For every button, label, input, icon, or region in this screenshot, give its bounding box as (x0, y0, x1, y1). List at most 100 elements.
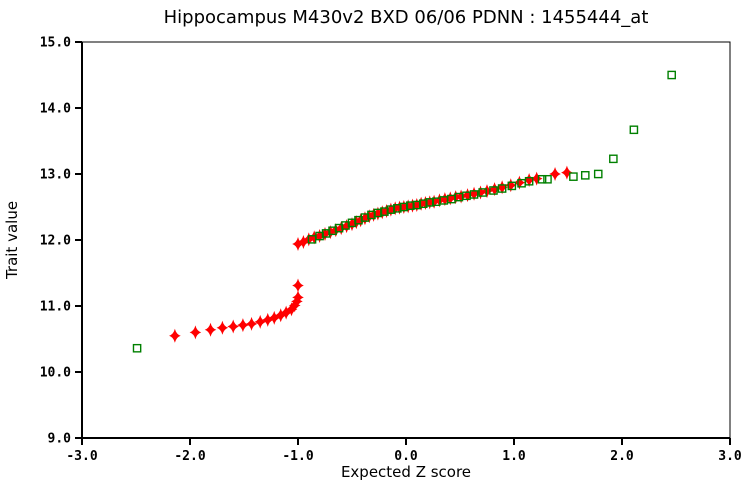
green-square-point (354, 215, 363, 225)
red-diamond-point (444, 191, 457, 206)
red-diamond-point (393, 200, 406, 215)
green-square-point (609, 154, 618, 164)
red-diamond-point (419, 196, 432, 211)
green-square-point (132, 343, 142, 353)
x-tick-label: 0.0 (394, 449, 418, 464)
red-diamond-point (496, 180, 508, 195)
red-diamond-point (415, 196, 427, 211)
red-diamond-point (268, 310, 281, 325)
red-diamond-point (389, 201, 401, 216)
red-diamond-point (324, 225, 337, 240)
axis-ticks: -3.0 -2.0 -1.0 0.0 1.0 2.0 3.0 9.0 10.0 11.0 12.0 1… (40, 36, 742, 465)
red-diamond-point (439, 192, 451, 207)
red-diamond-point (380, 203, 393, 218)
x-tick-label: 2.0 (610, 449, 634, 464)
red-diamond-point (335, 221, 347, 236)
red-diamond-point (461, 188, 474, 203)
red-diamond-point (285, 302, 298, 317)
x-tick-label: -1.0 (282, 449, 313, 464)
y-tick-label: 11.0 (40, 300, 71, 315)
green-square-point (524, 176, 534, 186)
red-diamond-point (359, 211, 371, 226)
red-diamond-point (346, 217, 358, 232)
red-diamond-point (428, 194, 440, 209)
red-diamond-point (549, 167, 561, 181)
red-diamond-point (411, 198, 423, 213)
red-diamond-point (376, 205, 389, 220)
y-tick-label: 15.0 (40, 36, 71, 51)
red-diamond-point (280, 305, 292, 320)
x-tick-label: 3.0 (718, 449, 742, 464)
x-tick-label: 1.0 (502, 449, 526, 464)
red-diamond-point (398, 200, 410, 214)
chart-title: Hippocampus M430v2 BXD 06/06 PDNN : 1455… (164, 7, 649, 28)
green-square-point (469, 190, 479, 199)
green-square-point (315, 231, 324, 241)
red-diamond-point (189, 325, 202, 340)
red-diamond-point (245, 316, 258, 331)
green-square-point (399, 202, 409, 212)
red-diamond-point (455, 189, 467, 204)
green-square-point (478, 188, 487, 197)
green-square-point (341, 221, 350, 230)
red-diamond-point (261, 312, 274, 327)
green-square-point (569, 172, 578, 181)
green-square-point (321, 229, 331, 238)
green-square-point (580, 171, 590, 180)
red-diamond-point (319, 227, 331, 242)
red-diamond-point (354, 213, 367, 228)
red-diamond-point (561, 165, 573, 180)
red-diamond-point (313, 229, 326, 244)
green-square-point (412, 200, 422, 210)
red-diamond-point (385, 202, 397, 217)
red-diamond-point (254, 314, 266, 329)
green-square-point (489, 186, 498, 195)
red-diamond-point (237, 318, 249, 333)
green-square-point (406, 201, 415, 210)
red-diamond-point (363, 209, 376, 224)
red-diamond-point (504, 178, 517, 193)
red-diamond-point (308, 230, 320, 245)
green-square-point (507, 181, 517, 191)
y-axis-label: Trait value (3, 201, 21, 280)
red-diamond-point (468, 186, 480, 201)
plot-border (81, 41, 731, 439)
red-diamond-point (297, 234, 310, 249)
y-tick-label: 12.0 (40, 234, 71, 249)
green-square-point (593, 169, 603, 179)
red-diamond-point (530, 171, 543, 186)
green-square-point (418, 199, 428, 209)
y-tick-label: 9.0 (48, 432, 72, 447)
green-square-point (425, 198, 435, 207)
green-square-point (334, 223, 344, 233)
green-square-point (367, 210, 376, 220)
green-square-point (543, 174, 552, 184)
red-diamond-point (367, 207, 380, 222)
red-diamond-point (372, 206, 384, 221)
red-diamond-point (292, 278, 304, 293)
green-square-point (497, 184, 507, 193)
x-axis-label: Expected Z score (341, 463, 471, 481)
green-square-point (393, 204, 402, 213)
green-square-point (380, 207, 389, 216)
red-diamond-point (169, 328, 181, 343)
red-diamond-point (513, 175, 526, 190)
red-diamond-point (288, 298, 301, 313)
red-diamond-point (488, 182, 501, 197)
green-square-point (386, 205, 396, 214)
green-square-point (537, 174, 547, 184)
red-diamond-point (423, 195, 436, 210)
plot-frame (81, 41, 731, 439)
green-square-point (360, 213, 370, 222)
green-square-point (373, 208, 383, 218)
red-diamond-point (523, 172, 535, 187)
red-diamond-point (227, 319, 239, 334)
red-diamond-point (274, 308, 287, 323)
green-square-point (347, 218, 357, 228)
green-square-point (629, 125, 639, 135)
red-diamond-point (402, 199, 414, 214)
red-diamond-point (406, 198, 419, 213)
red-diamond-point (481, 184, 493, 199)
